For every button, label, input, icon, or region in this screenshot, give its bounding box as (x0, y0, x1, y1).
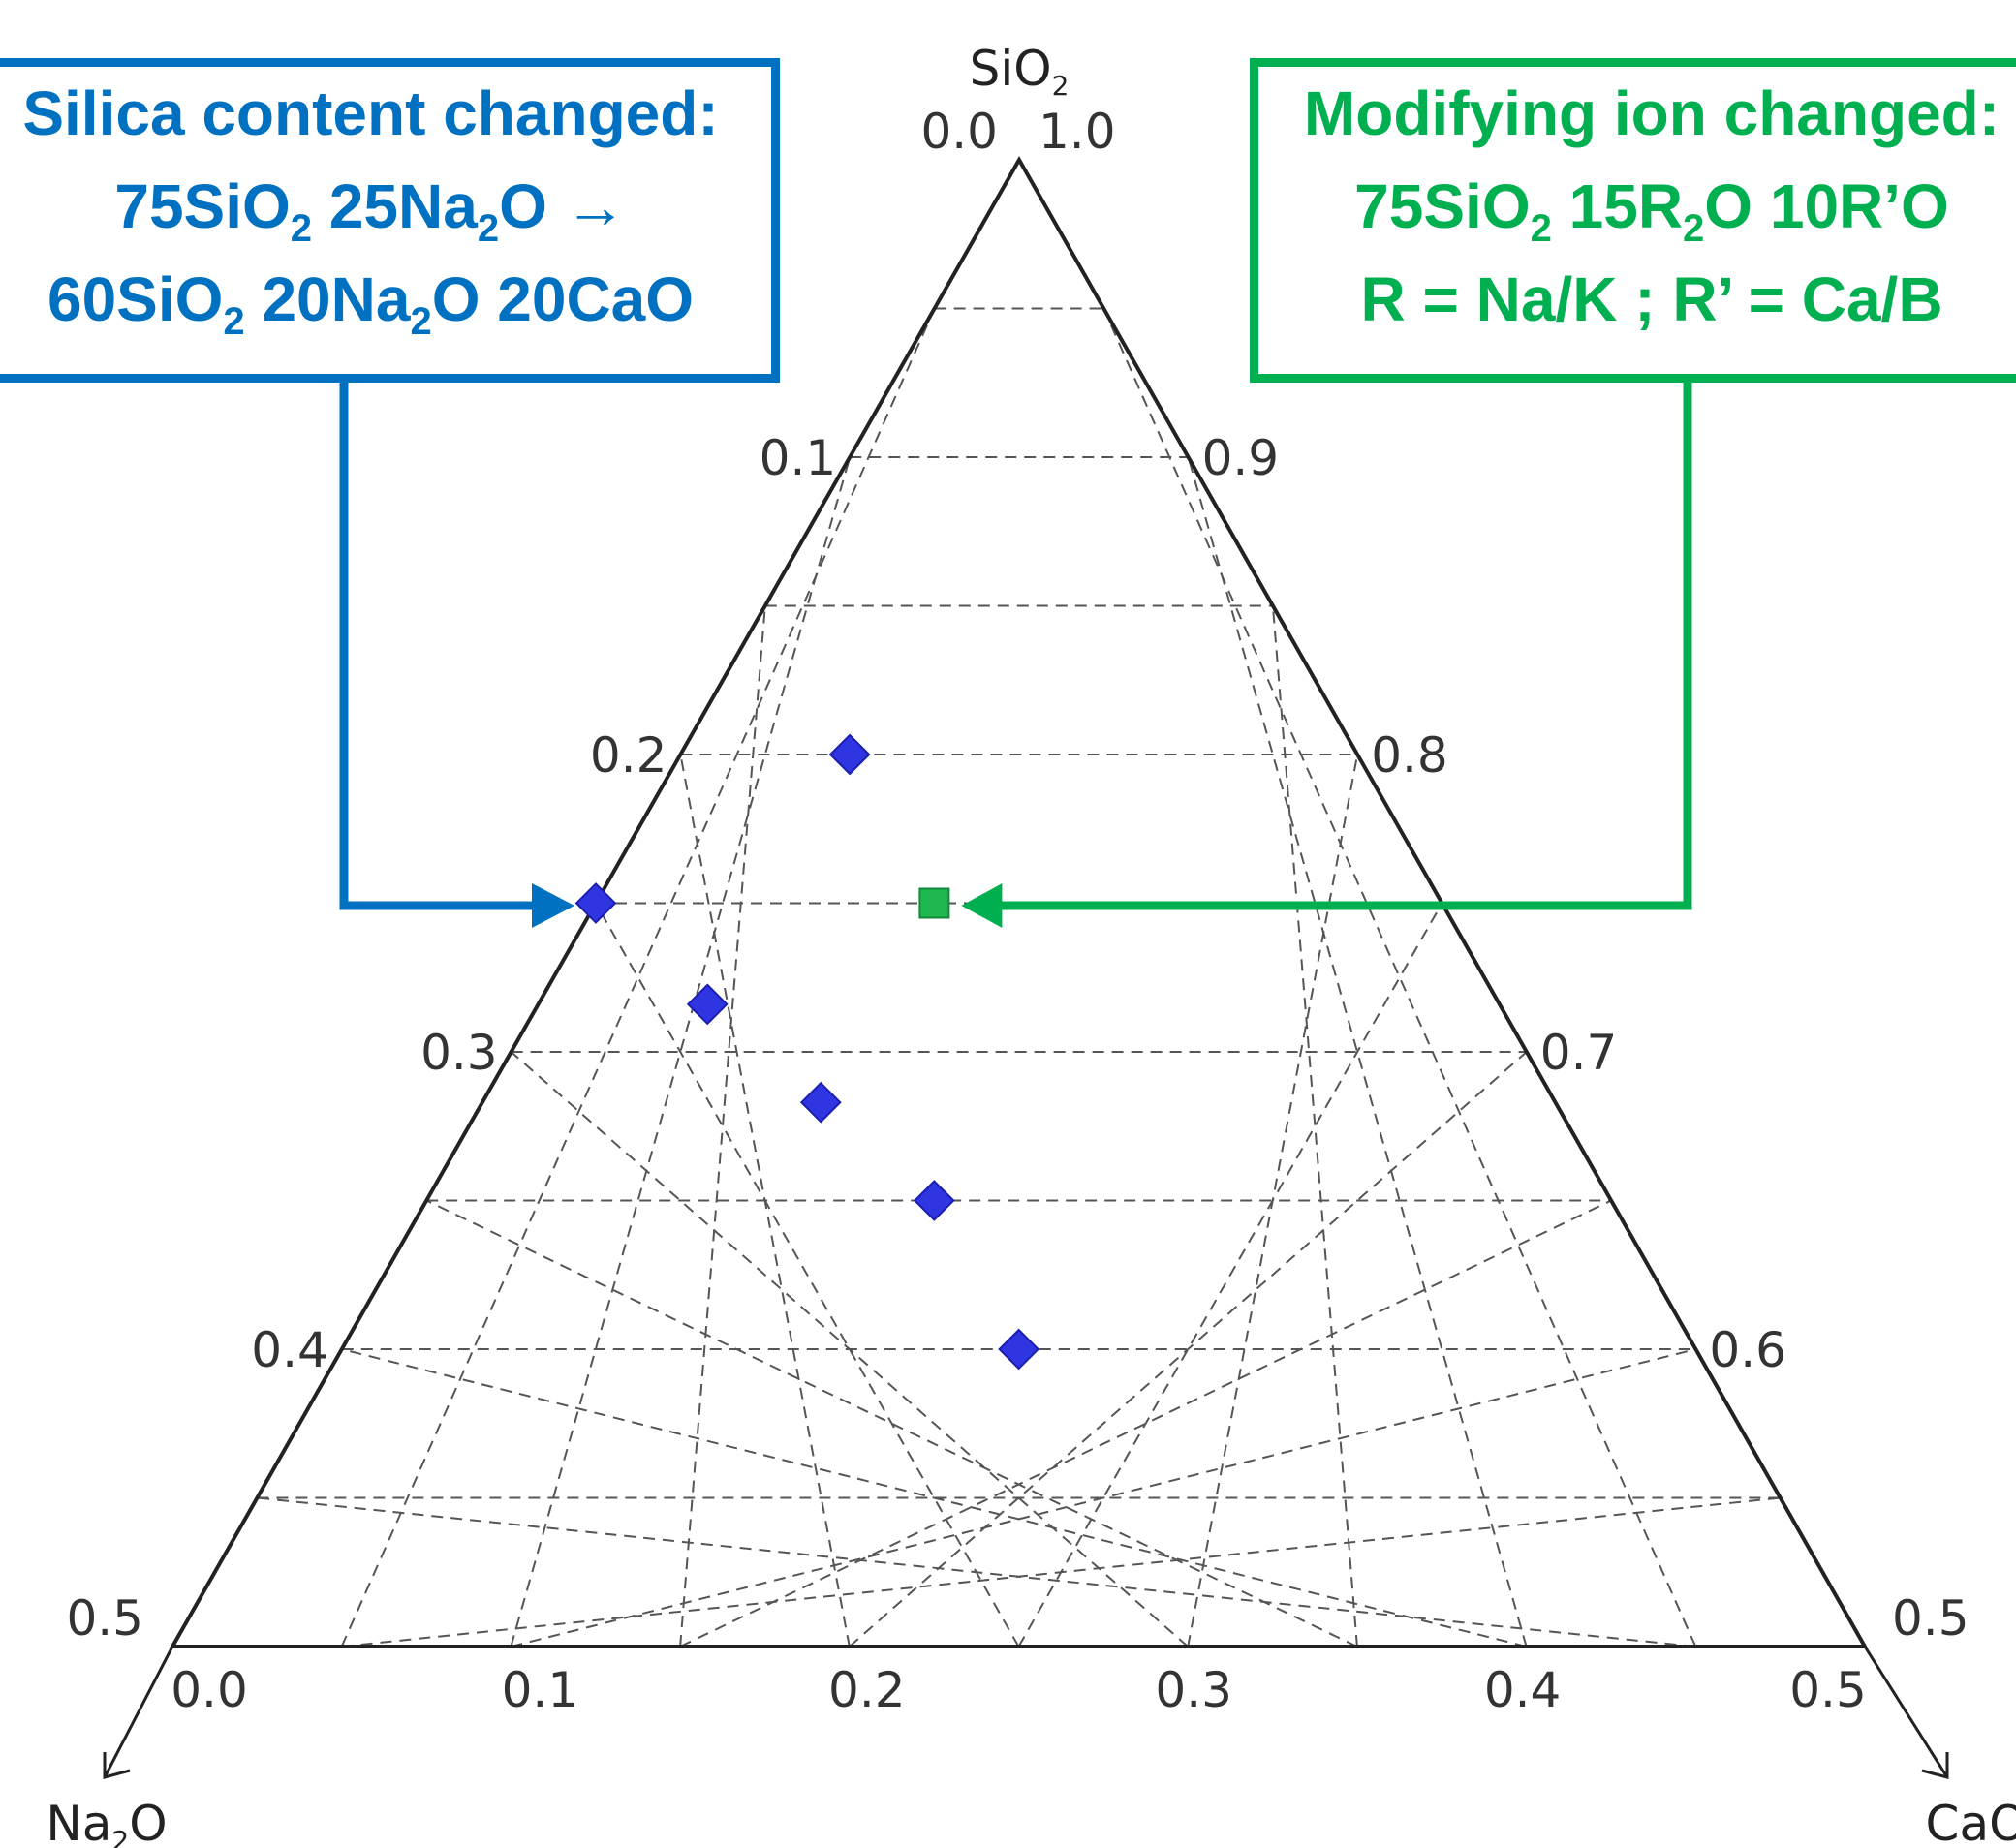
data-point-diamond (574, 882, 617, 924)
triangle-frame (103, 155, 1949, 1779)
left-edge-tick-label: 0.1 (760, 430, 837, 486)
bottom-edge-tick-label: 0.0 (171, 1662, 248, 1718)
grid-line-right-parallel (1187, 754, 1359, 1648)
bottom-edge-tick-label: 0.3 (1155, 1662, 1232, 1718)
left-edge-tick-label: 0.0 (920, 104, 998, 160)
silica-arrowhead (532, 883, 574, 928)
right-edge-tick-label: 0.6 (1709, 1322, 1786, 1378)
grid-lines (257, 307, 1781, 1648)
data-points (574, 733, 1040, 1371)
axis-labels: 0.0 0.1 0.2 0.3 0.4 0.5 1.0 0.9 0.8 0.7 0.6 0.5 0.0 0… (46, 41, 2016, 1848)
grid-line-left-parallel (595, 903, 1020, 1648)
grid-line-right-parallel (679, 1199, 1612, 1648)
cao-arrowhead (1921, 1752, 1949, 1779)
callout-arrows (339, 383, 1692, 928)
data-point-diamond (686, 983, 729, 1026)
grid-line-right-parallel (1271, 605, 1358, 1648)
right-edge-tick-label: 0.9 (1202, 430, 1280, 486)
data-point-diamond (913, 1180, 955, 1221)
bottom-edge-tick-label: 0.4 (1484, 1662, 1562, 1718)
grid-line-left-parallel (257, 1496, 1696, 1648)
grid-line-left-parallel (679, 605, 766, 1648)
modifying-ion-callout: Modifying ion changed: 75SiO2 15R2O 10R’… (1250, 58, 2016, 383)
right-edge-tick-label: 0.7 (1540, 1025, 1618, 1081)
right-edge-tick-label: 1.0 (1039, 104, 1116, 160)
modifier-callout-line2: 75SiO2 15R2O 10R’O (1354, 171, 1949, 250)
data-point-square (918, 887, 950, 919)
grid-line-right-parallel (1102, 308, 1697, 1648)
left-edge-tick-label: 0.5 (66, 1590, 143, 1647)
modifier-callout-line1: Modifying ion changed: (1303, 78, 2000, 148)
right-edge-tick-label: 0.5 (1892, 1590, 1969, 1647)
silica-callout-line1: Silica content changed: (22, 78, 719, 148)
modifier-arrowhead (961, 883, 1003, 928)
grid-line-right-parallel (511, 1348, 1696, 1648)
bottom-edge-tick-label: 0.1 (502, 1662, 579, 1718)
cao-axis-arrow-line (1863, 1646, 1949, 1778)
silica-callout-line3: 60SiO2 20Na2O 20CaO (47, 264, 695, 343)
grid-line-right-parallel (849, 1051, 1528, 1648)
sio2-corner-label: SiO2 (970, 41, 1070, 102)
left-edge-tick-label: 0.3 (420, 1025, 498, 1081)
data-point-diamond (799, 1081, 842, 1124)
silica-content-callout: Silica content changed: 75SiO2 25Na2O → … (0, 58, 780, 383)
bottom-edge-tick-label: 0.2 (828, 1662, 906, 1718)
right-edge-tick-label: 0.8 (1371, 727, 1448, 784)
left-edge-tick-label: 0.4 (251, 1322, 328, 1378)
left-edge-tick-label: 0.2 (590, 727, 667, 784)
na2o-arrowhead (103, 1752, 131, 1779)
grid-line-left-parallel (425, 1199, 1358, 1648)
bottom-edge-tick-label: 0.5 (1789, 1662, 1867, 1718)
silica-callout-arrow (339, 383, 538, 910)
cao-corner-label: CaO (1926, 1796, 2016, 1848)
grid-line-left-parallel (340, 308, 936, 1648)
na2o-axis-arrow-line (103, 1646, 174, 1778)
data-point-diamond (828, 733, 871, 776)
grid-line-left-parallel (510, 456, 852, 1648)
data-point-diamond (998, 1328, 1040, 1371)
grid-line-left-parallel (341, 1348, 1527, 1648)
grid-line-right-parallel (1017, 903, 1443, 1648)
grid-line-right-parallel (1187, 456, 1528, 1648)
modifier-callout-line3: R = Na/K ; R’ = Ca/B (1360, 264, 1943, 334)
na2o-corner-label: Na2O (46, 1796, 167, 1848)
modifier-callout-arrow (994, 383, 1692, 910)
silica-callout-line2: 75SiO2 25Na2O → (114, 171, 627, 250)
